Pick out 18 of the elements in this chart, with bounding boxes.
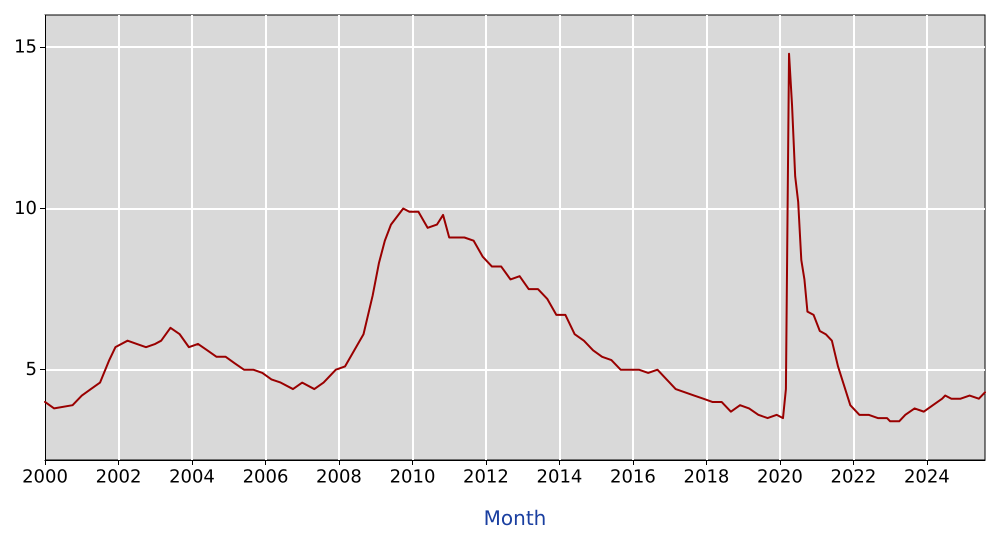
x-tick-label: 2000: [22, 466, 68, 488]
y-tick-label: 15: [14, 36, 37, 58]
x-tick-label: 2002: [96, 466, 142, 488]
x-tick-label: 2010: [390, 466, 436, 488]
x-tick-label: 2022: [830, 466, 876, 488]
line-series: [44, 52, 986, 422]
x-tick-label: 2020: [756, 466, 803, 488]
x-tick-label: 2012: [463, 466, 509, 488]
x-tick-label: 2014: [536, 466, 582, 488]
x-tick-label: 2006: [242, 466, 288, 488]
y-tick-label: 10: [14, 198, 37, 219]
x-tick-label: 2004: [169, 466, 215, 488]
x-tick-label: 2018: [684, 466, 730, 488]
x-axis-title: Month: [484, 506, 546, 530]
x-tick-label: 2016: [610, 466, 656, 488]
x-tick-label: 2008: [316, 466, 362, 488]
y-tick-label: 5: [26, 359, 37, 380]
x-tick-label: 2024: [904, 466, 950, 488]
